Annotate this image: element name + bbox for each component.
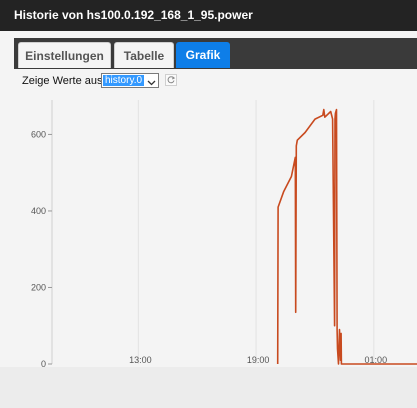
- history-source-select[interactable]: history.0: [101, 73, 159, 88]
- power-series-line: [276, 108, 417, 365]
- show-values-label: Zeige Werte aus: [22, 75, 103, 87]
- tab-bar: Einstellungen Tabelle Grafik: [14, 38, 417, 69]
- x-tick-label: 13:00: [129, 355, 152, 365]
- chevron-down-icon: [146, 75, 157, 86]
- x-tick-label: 01:00: [365, 355, 388, 365]
- y-tick-label: 0: [41, 359, 46, 369]
- chart-canvas: 13:00 19:00 01:00 0 200 400 600: [31, 100, 417, 369]
- tab-einstellungen[interactable]: Einstellungen: [18, 42, 111, 68]
- refresh-button[interactable]: [165, 74, 177, 86]
- tab-tabelle[interactable]: Tabelle: [114, 42, 174, 68]
- refresh-icon: [166, 75, 176, 85]
- y-tick-label: 600: [31, 129, 46, 139]
- history-chart: 13:00 19:00 01:00 0 200 400 600: [0, 94, 417, 408]
- chart-toolbar: Zeige Werte aus history.0: [0, 72, 417, 94]
- y-tick-label: 200: [31, 282, 46, 292]
- history-source-value: history.0: [103, 75, 145, 86]
- chart-bottom-strip: [0, 367, 417, 408]
- window-title: Historie von hs100.0.192_168_1_95.power: [0, 0, 417, 31]
- y-tick-label: 400: [31, 206, 46, 216]
- tab-grafik[interactable]: Grafik: [176, 42, 230, 68]
- x-tick-label: 19:00: [247, 355, 270, 365]
